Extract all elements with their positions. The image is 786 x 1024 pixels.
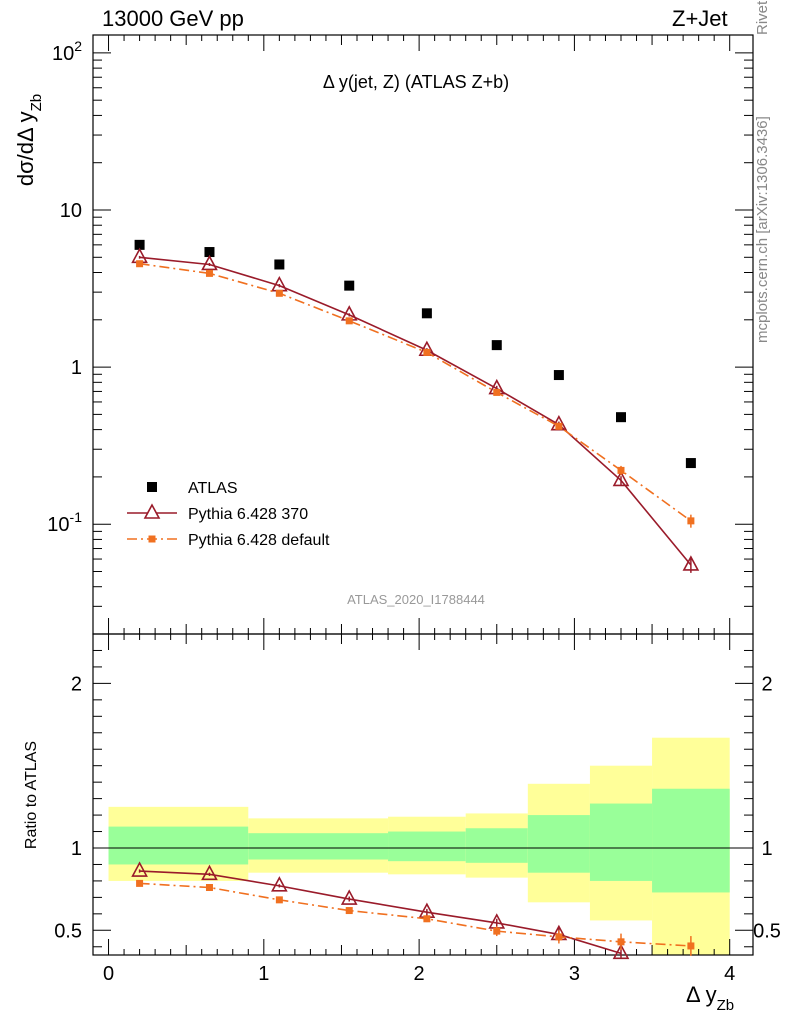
- analysis-label: ATLAS_2020_I1788444: [347, 592, 485, 607]
- inner-band-0: [108, 826, 249, 865]
- chart-title: Δ y(jet, Z) (ATLAS Z+b): [323, 72, 509, 92]
- x-tick-label: 2: [414, 963, 425, 985]
- series-2-point: [687, 517, 695, 525]
- legend-label-0: ATLAS: [188, 480, 238, 497]
- ratio-y-tick-label-right: 2: [761, 673, 772, 695]
- series-1-point: [682, 555, 700, 571]
- ratio-series-1-point: [205, 884, 213, 892]
- series-0-point: [344, 280, 355, 291]
- series-2-point: [493, 388, 501, 396]
- ratio-y-tick-label-right: 1: [761, 838, 772, 860]
- legend-label-2: Pythia 6.428 default: [188, 532, 330, 549]
- series-2-point: [275, 289, 283, 297]
- ratio-series-0-point: [271, 876, 288, 892]
- x-axis-label: Δ yZb: [686, 982, 734, 1014]
- series-1-point: [201, 254, 218, 271]
- ratio-y-tick-label: 2: [71, 673, 82, 695]
- inner-band-4: [527, 815, 590, 873]
- series-2-point: [555, 422, 563, 430]
- y-tick-label: 1: [71, 357, 82, 379]
- series-0-point: [685, 458, 696, 469]
- ratio-frame: [92, 633, 754, 956]
- y-tick-exp: -1: [70, 509, 83, 525]
- series-1-point: [612, 470, 630, 487]
- inner-band-2: [388, 831, 466, 862]
- ratio-panel: 0 1 2 3 4 0.5 0.5 1 1 2 2: [54, 633, 781, 985]
- ratio-y-tick-label-right: 0.5: [753, 920, 781, 942]
- ratio-series-1-point: [275, 896, 283, 904]
- ratio-series-1-point: [423, 915, 431, 923]
- y-axis-label: dσ/dΔ yZb: [13, 94, 45, 186]
- series-2-point: [345, 317, 353, 325]
- series-0-point: [421, 308, 432, 319]
- series-2-point: [205, 269, 213, 277]
- legend-marker-0: [147, 482, 157, 492]
- x-tick-label: 4: [724, 963, 735, 985]
- ratio-series-1-point: [493, 927, 501, 935]
- series-2-point: [136, 260, 144, 268]
- legend-marker-1: [143, 503, 161, 519]
- ratio-series-0-point: [201, 864, 218, 881]
- ratio-series-1-point: [555, 933, 563, 941]
- ratio-y-tick-label: 0.5: [54, 920, 82, 942]
- series-0-point: [616, 412, 626, 423]
- inner-band-3: [465, 828, 528, 863]
- y-tick-label: 10-1: [47, 509, 82, 536]
- header-left: 13000 GeV pp: [102, 6, 244, 31]
- legend-label-1: Pythia 6.428 370: [188, 506, 308, 523]
- main-panel: 10-1 1 10 102 ATLAS Pythia 6.428 370 Pythia 6.…: [47, 34, 754, 635]
- series-0-point: [553, 370, 564, 381]
- ratio-series-0-point: [131, 861, 148, 877]
- x-axis-label-sub: Zb: [717, 997, 735, 1014]
- inner-band-6: [652, 788, 730, 893]
- ratio-series-0-line: [139, 870, 622, 955]
- inner-band-5: [589, 803, 653, 881]
- ratio-series-1-point: [687, 942, 695, 950]
- y-tick-label: 10: [60, 200, 82, 222]
- ratio-series-1-point: [136, 879, 144, 887]
- y-tick-label: 102: [52, 38, 82, 65]
- y-tick-exp: 2: [74, 38, 82, 54]
- y-axis-label-sub: Zb: [28, 94, 45, 112]
- ratio-y-axis-label: Ratio to ATLAS: [23, 741, 40, 849]
- series-0-point: [204, 247, 215, 258]
- inner-band-1: [248, 833, 389, 860]
- legend-marker-2: [148, 535, 156, 543]
- x-tick-label: 3: [569, 963, 580, 985]
- ratio-series-0-point: [612, 943, 630, 960]
- series-2-point: [423, 348, 431, 356]
- x-tick-label: 0: [103, 963, 114, 985]
- ratio-y-tick-label: 1: [71, 838, 82, 860]
- series-2-point: [617, 466, 625, 474]
- series-0-point: [274, 259, 285, 270]
- header-right: Z+Jet: [672, 6, 728, 31]
- x-tick-label: 1: [258, 963, 269, 985]
- ratio-series-1-point: [345, 907, 353, 915]
- series-0-point: [491, 340, 502, 351]
- series-0-point: [134, 239, 145, 250]
- ratio-series-0-point: [340, 889, 358, 905]
- ratio-series-1-point: [617, 938, 625, 946]
